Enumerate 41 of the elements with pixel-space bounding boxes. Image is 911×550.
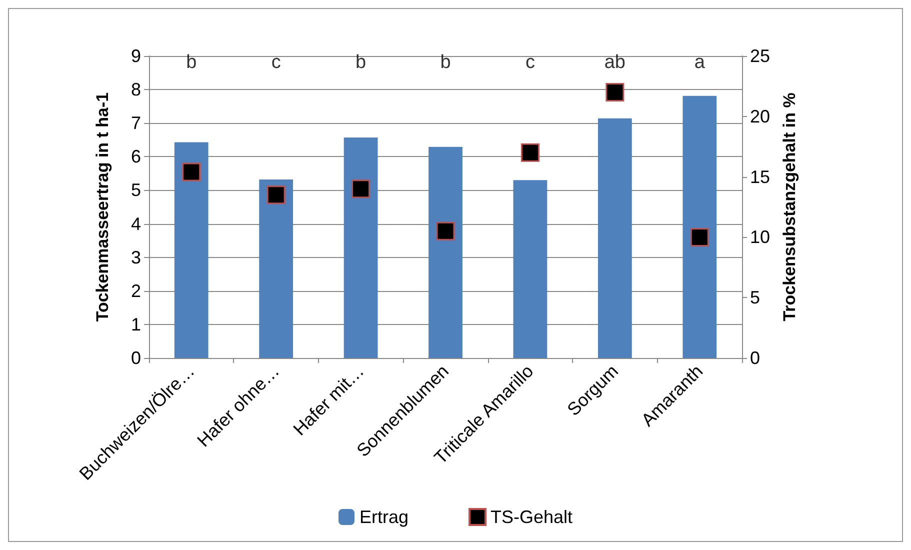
point (690, 228, 709, 246)
point (352, 180, 370, 198)
y-tick-label: 9 (130, 46, 141, 66)
point (436, 222, 455, 240)
legend-label: TS-Gehalt (490, 507, 573, 527)
bar (682, 96, 717, 358)
y-axis-title: Tockenmasseertrag in t ha-1 (93, 92, 112, 322)
y-tick-label: 2 (130, 280, 141, 301)
annotation: c (271, 52, 281, 74)
y-tick-label: 5 (130, 180, 141, 200)
legend-label: Ertrag (359, 507, 409, 527)
annotation: c (525, 52, 535, 74)
annotation: b (355, 52, 366, 74)
point (520, 143, 540, 162)
y2-tick-label: 10 (750, 227, 770, 248)
bar (428, 146, 462, 358)
y2-tick-label: 15 (750, 166, 770, 187)
y-tick-label: 4 (130, 214, 141, 234)
bar (259, 179, 294, 358)
y2-axis-title: Trockensubstanzgehalt in % (780, 92, 799, 322)
point (606, 82, 624, 102)
bar (513, 180, 548, 358)
annotation: b (186, 52, 197, 74)
y2-tick-label: 25 (750, 46, 770, 66)
annotation: a (694, 52, 706, 74)
point (266, 186, 286, 204)
point (182, 162, 201, 182)
y-tick-label: 3 (130, 247, 141, 268)
y2-tick-label: 20 (750, 106, 770, 126)
y-tick-label: 0 (130, 348, 141, 368)
annotation: ab (604, 52, 626, 74)
bar (344, 138, 378, 358)
y-tick-label: 1 (130, 314, 141, 334)
y2-tick-label: 0 (750, 348, 760, 368)
y-tick-label: 8 (130, 80, 141, 100)
bar (174, 142, 208, 358)
annotation: b (440, 52, 451, 74)
y-tick-label: 6 (130, 146, 141, 167)
bar (598, 118, 632, 358)
y-tick-label: 7 (130, 113, 141, 134)
y2-tick-label: 5 (750, 288, 760, 308)
